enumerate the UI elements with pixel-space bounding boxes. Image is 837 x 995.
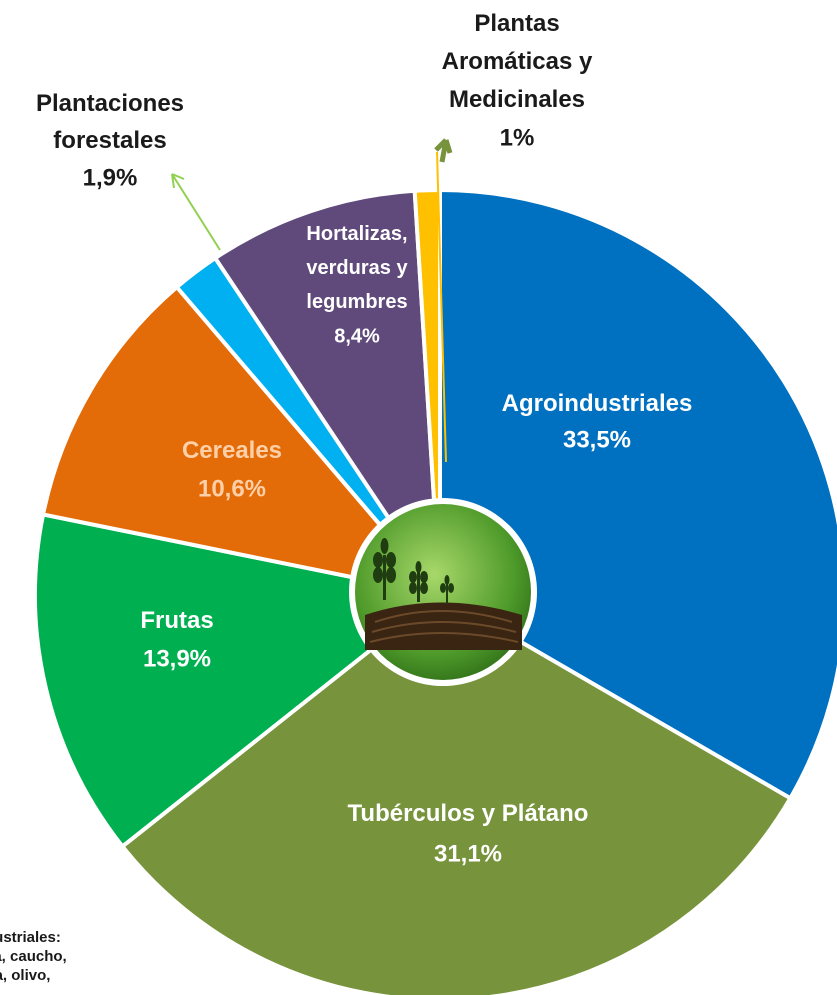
furrows xyxy=(369,610,519,643)
pie xyxy=(33,187,837,995)
value-label: 1% xyxy=(500,124,535,151)
footnote: cao, caña, caucho, xyxy=(0,948,67,965)
footnote: agroindustriales: xyxy=(0,929,61,946)
category-label: Cereales xyxy=(182,437,282,464)
category-label: Agroindustriales xyxy=(502,390,693,417)
category-label: Tubérculos y Plátano xyxy=(348,800,589,827)
category-label: Frutas xyxy=(140,607,213,634)
leader-line xyxy=(171,173,221,251)
category-label: Plantaciones forestales xyxy=(36,90,184,154)
pie-slice xyxy=(212,188,443,603)
category-label: Plantas Aromáticas y Medicinales xyxy=(442,10,593,113)
center-icon xyxy=(349,498,537,686)
pie-slice xyxy=(119,592,794,995)
value-label: 33,5% xyxy=(563,426,631,453)
field xyxy=(365,602,522,650)
value-label: 8,4% xyxy=(334,325,380,347)
leader-arrow xyxy=(434,138,453,163)
value-label: 13,9% xyxy=(143,645,211,672)
value-label: 31,1% xyxy=(434,840,502,867)
pie-slice xyxy=(412,187,442,596)
category-label: Hortalizas, verduras y legumbres xyxy=(306,223,408,313)
pie-slice xyxy=(40,284,446,599)
value-label: 10,6% xyxy=(198,475,266,502)
value-label: 1,9% xyxy=(83,164,138,191)
labels: Agroindustriales 33,5% Tubérculos y Plátan… xyxy=(0,10,692,984)
wheat xyxy=(373,538,454,604)
pie-slice xyxy=(33,512,445,850)
pie-slice xyxy=(438,187,837,801)
leader-line xyxy=(436,151,447,463)
footnote: guerilla, olivo, xyxy=(0,967,50,984)
